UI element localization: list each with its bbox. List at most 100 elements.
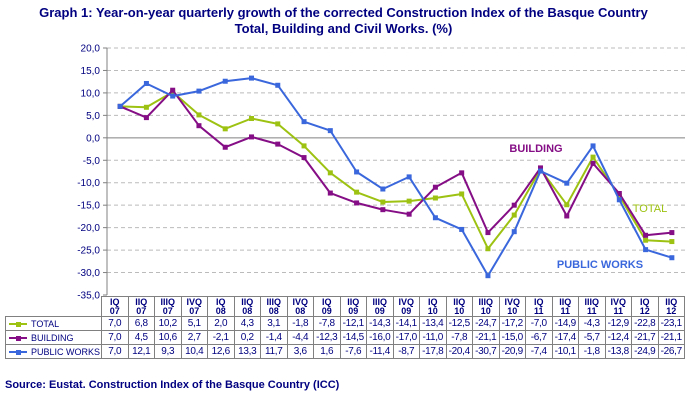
table-cell: -10,1 bbox=[551, 344, 579, 359]
table-cell: -7,4 bbox=[525, 344, 553, 359]
series-total-marker bbox=[669, 239, 675, 245]
table-row-building: BUILDING 7,0 4,5 10,6 2,7 -2,1 0,2 -1,4 -4,4 -12,… bbox=[5, 330, 685, 345]
series-public_works-marker bbox=[117, 103, 123, 109]
table-cell: -17,0 bbox=[392, 330, 420, 345]
series-public_works-marker bbox=[511, 229, 517, 235]
table-cell: -14,5 bbox=[339, 330, 367, 345]
series-public_works-marker bbox=[459, 226, 465, 232]
series-public_works-marker bbox=[249, 75, 254, 81]
table-cell: -13,8 bbox=[604, 344, 632, 359]
series-building-marker bbox=[222, 144, 228, 150]
series-total-marker bbox=[275, 121, 281, 127]
quarter-header: IIQ 10 bbox=[445, 296, 473, 317]
table-cell: -23,1 bbox=[657, 316, 685, 331]
series-total-marker bbox=[196, 112, 202, 118]
y-axis-label: 15,0 bbox=[81, 66, 101, 77]
table-cell: -20,9 bbox=[498, 344, 526, 359]
series-name-label: PUBLIC WORKS bbox=[31, 346, 101, 357]
table-cell: 12,6 bbox=[207, 344, 235, 359]
series-public_works-marker bbox=[380, 186, 386, 192]
quarter-header: IVQ 07 bbox=[180, 296, 208, 317]
series-label-total: TOTAL bbox=[633, 203, 667, 215]
table-cell: -17,4 bbox=[551, 330, 579, 345]
table-cell: 4,5 bbox=[127, 330, 155, 345]
series-total-marker bbox=[590, 154, 596, 160]
y-axis-label: 10,0 bbox=[81, 88, 101, 99]
y-axis-label: 20,0 bbox=[81, 44, 101, 55]
series-public_works-marker bbox=[538, 168, 543, 174]
line-chart: 20,0 15,0 10,0 5,0 0,0 -5,0 -10,0 -15,0 -20,0 -25… bbox=[77, 44, 685, 300]
table-cell: -8,7 bbox=[392, 344, 420, 359]
series-public_works-marker bbox=[669, 255, 675, 261]
table-cell: 10,4 bbox=[180, 344, 208, 359]
series-total-marker bbox=[301, 143, 307, 149]
y-axis-label: 5,0 bbox=[86, 111, 100, 122]
table-cell: -12,5 bbox=[445, 316, 473, 331]
series-building-marker bbox=[485, 230, 491, 236]
series-total-marker bbox=[564, 202, 570, 208]
legend-line-icon bbox=[9, 349, 27, 355]
series-total-marker bbox=[432, 195, 438, 201]
table-cell: -12,3 bbox=[313, 330, 341, 345]
quarter-header: IQ 10 bbox=[419, 296, 447, 317]
series-label-public_works: PUBLIC WORKS bbox=[557, 259, 643, 271]
series-building-marker bbox=[170, 87, 176, 93]
table-cell: 5,1 bbox=[180, 316, 208, 331]
series-public_works-marker bbox=[170, 93, 176, 99]
series-total-marker bbox=[222, 126, 228, 132]
quarter-header: IVQ 09 bbox=[392, 296, 420, 317]
table-cell: -21,1 bbox=[657, 330, 685, 345]
table-cell: 1,6 bbox=[313, 344, 341, 359]
table-cell: -21,7 bbox=[631, 330, 659, 345]
series-total-marker bbox=[643, 237, 649, 243]
table-cell: 9,3 bbox=[154, 344, 182, 359]
series-building-marker bbox=[275, 141, 281, 147]
table-cell: 0,2 bbox=[233, 330, 261, 345]
quarter-header: IQ 08 bbox=[207, 296, 235, 317]
series-public_works-marker bbox=[406, 174, 412, 180]
quarter-header: IIQ 08 bbox=[233, 296, 261, 317]
y-axis-label: -25,0 bbox=[77, 246, 100, 257]
table-row-public_works: PUBLIC WORKS 7,0 12,1 9,3 10,4 12,6 13,3 11,7 3,… bbox=[5, 344, 685, 359]
series-building-marker bbox=[432, 184, 438, 190]
table-cell: -11,0 bbox=[419, 330, 447, 345]
table-cell: -6,7 bbox=[525, 330, 553, 345]
series-name-label: BUILDING bbox=[31, 332, 74, 343]
quarter-header: IIQ 11 bbox=[551, 296, 579, 317]
quarter-header: IVQ 11 bbox=[604, 296, 632, 317]
quarter-header: IIQ 07 bbox=[127, 296, 155, 317]
legend-marker-icon bbox=[16, 349, 21, 355]
table-cell: 7,0 bbox=[101, 344, 129, 359]
series-building-marker bbox=[196, 123, 202, 129]
table-cell: 13,3 bbox=[233, 344, 261, 359]
series-label-building: BUILDING bbox=[509, 143, 562, 155]
table-cell: -15,0 bbox=[498, 330, 526, 345]
series-total-marker bbox=[143, 104, 149, 110]
series-public_works-marker bbox=[301, 119, 307, 125]
legend-public_works: PUBLIC WORKS bbox=[5, 344, 102, 359]
table-cell: 7,0 bbox=[101, 316, 129, 331]
table-cell: 3,1 bbox=[260, 316, 288, 331]
quarter-header: IVQ 10 bbox=[498, 296, 526, 317]
table-cell: -22,8 bbox=[631, 316, 659, 331]
table-cell: -26,7 bbox=[657, 344, 685, 359]
data-table: IQ 07 IIQ 07 IIIQ 07 IVQ 07 IQ 08 IIQ 08 IIIQ 08 IVQ 08… bbox=[5, 296, 685, 359]
series-building-marker bbox=[564, 213, 570, 219]
table-cell: 7,0 bbox=[101, 330, 129, 345]
y-axis-label: -30,0 bbox=[77, 268, 100, 279]
y-axis-label: 0,0 bbox=[86, 133, 100, 144]
table-cell: 3,6 bbox=[286, 344, 314, 359]
series-building-marker bbox=[406, 211, 412, 217]
series-public_works-marker bbox=[143, 80, 149, 86]
table-cell: -24,9 bbox=[631, 344, 659, 359]
series-name-label: TOTAL bbox=[31, 318, 60, 329]
table-cell: -4,4 bbox=[286, 330, 314, 345]
quarter-header: IQ 12 bbox=[631, 296, 659, 317]
chart-title: Graph 1: Year-on-year quarterly growth o… bbox=[0, 5, 687, 37]
series-public_works-marker bbox=[222, 78, 228, 84]
quarter-header: IQ 09 bbox=[313, 296, 341, 317]
series-public_works-line bbox=[119, 77, 673, 277]
quarter-header: IQ 07 bbox=[101, 296, 129, 317]
table-cell: -20,4 bbox=[445, 344, 473, 359]
table-cell: 10,6 bbox=[154, 330, 182, 345]
